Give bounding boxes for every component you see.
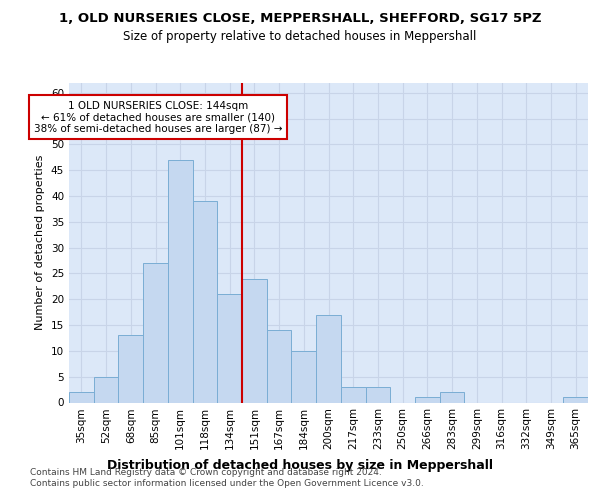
Bar bbox=[316, 315, 341, 402]
Bar bbox=[168, 160, 193, 402]
Bar bbox=[563, 398, 588, 402]
Bar bbox=[193, 201, 217, 402]
Text: 1 OLD NURSERIES CLOSE: 144sqm
← 61% of detached houses are smaller (140)
38% of : 1 OLD NURSERIES CLOSE: 144sqm ← 61% of d… bbox=[34, 100, 282, 134]
Bar bbox=[69, 392, 94, 402]
Bar bbox=[341, 387, 365, 402]
Bar bbox=[143, 263, 168, 402]
Bar bbox=[118, 336, 143, 402]
Bar bbox=[365, 387, 390, 402]
Bar bbox=[242, 278, 267, 402]
Bar bbox=[440, 392, 464, 402]
Bar bbox=[415, 398, 440, 402]
Bar bbox=[267, 330, 292, 402]
Text: 1, OLD NURSERIES CLOSE, MEPPERSHALL, SHEFFORD, SG17 5PZ: 1, OLD NURSERIES CLOSE, MEPPERSHALL, SHE… bbox=[59, 12, 541, 26]
Text: Size of property relative to detached houses in Meppershall: Size of property relative to detached ho… bbox=[124, 30, 476, 43]
Y-axis label: Number of detached properties: Number of detached properties bbox=[35, 155, 46, 330]
Text: Contains HM Land Registry data © Crown copyright and database right 2024.
Contai: Contains HM Land Registry data © Crown c… bbox=[30, 468, 424, 487]
Text: Distribution of detached houses by size in Meppershall: Distribution of detached houses by size … bbox=[107, 460, 493, 472]
Bar bbox=[94, 376, 118, 402]
Bar bbox=[292, 351, 316, 403]
Bar bbox=[217, 294, 242, 403]
